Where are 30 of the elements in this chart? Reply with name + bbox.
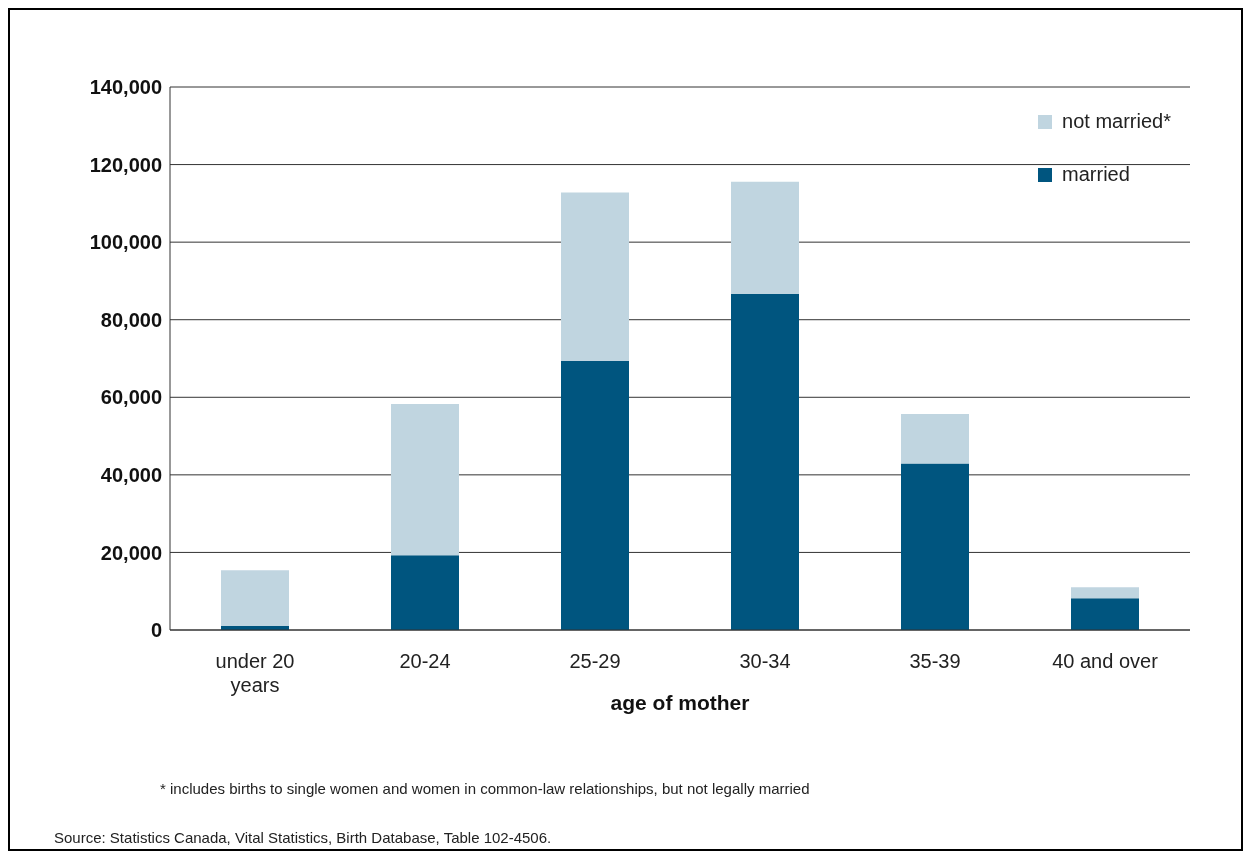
legend-label: married: [1062, 163, 1130, 186]
bar: [901, 463, 969, 630]
bar: [391, 555, 459, 630]
x-tick-label: 35-39: [909, 650, 961, 672]
legend-label: not married*: [1062, 110, 1171, 133]
bar: [731, 181, 799, 295]
y-tick-label: 0: [150, 619, 162, 642]
x-tick-label: 25-29: [569, 650, 621, 672]
x-tick-label: 40 and over: [1052, 650, 1159, 672]
source-note: Source: Statistics Canada, Vital Statistics, Birth Database, Table 102-4506.: [54, 829, 552, 846]
y-tick-label: 140,000: [89, 76, 162, 99]
bar: [221, 570, 289, 627]
bar: [561, 192, 629, 361]
bar: [1071, 587, 1139, 599]
bar: [731, 294, 799, 630]
x-tick-label: 30-34: [739, 650, 791, 672]
bar: [391, 403, 459, 556]
y-tick-label: 120,000: [89, 153, 162, 176]
x-axis-title: age of mother: [610, 691, 750, 714]
bar: [901, 413, 969, 464]
y-tick-label: 100,000: [89, 231, 162, 254]
x-tick-label: 20-24: [399, 650, 451, 672]
y-tick-label: 60,000: [100, 386, 162, 409]
bar: [561, 360, 629, 630]
text: * includes births to single women and women in common-law relationships, but not legally married: [160, 780, 810, 797]
y-tick-label: 20,000: [100, 541, 162, 564]
y-tick-label: 80,000: [100, 308, 162, 331]
y-tick-label: 40,000: [100, 463, 162, 486]
x-tick-label: under 20 years: [215, 650, 295, 696]
bar: [1071, 598, 1139, 630]
